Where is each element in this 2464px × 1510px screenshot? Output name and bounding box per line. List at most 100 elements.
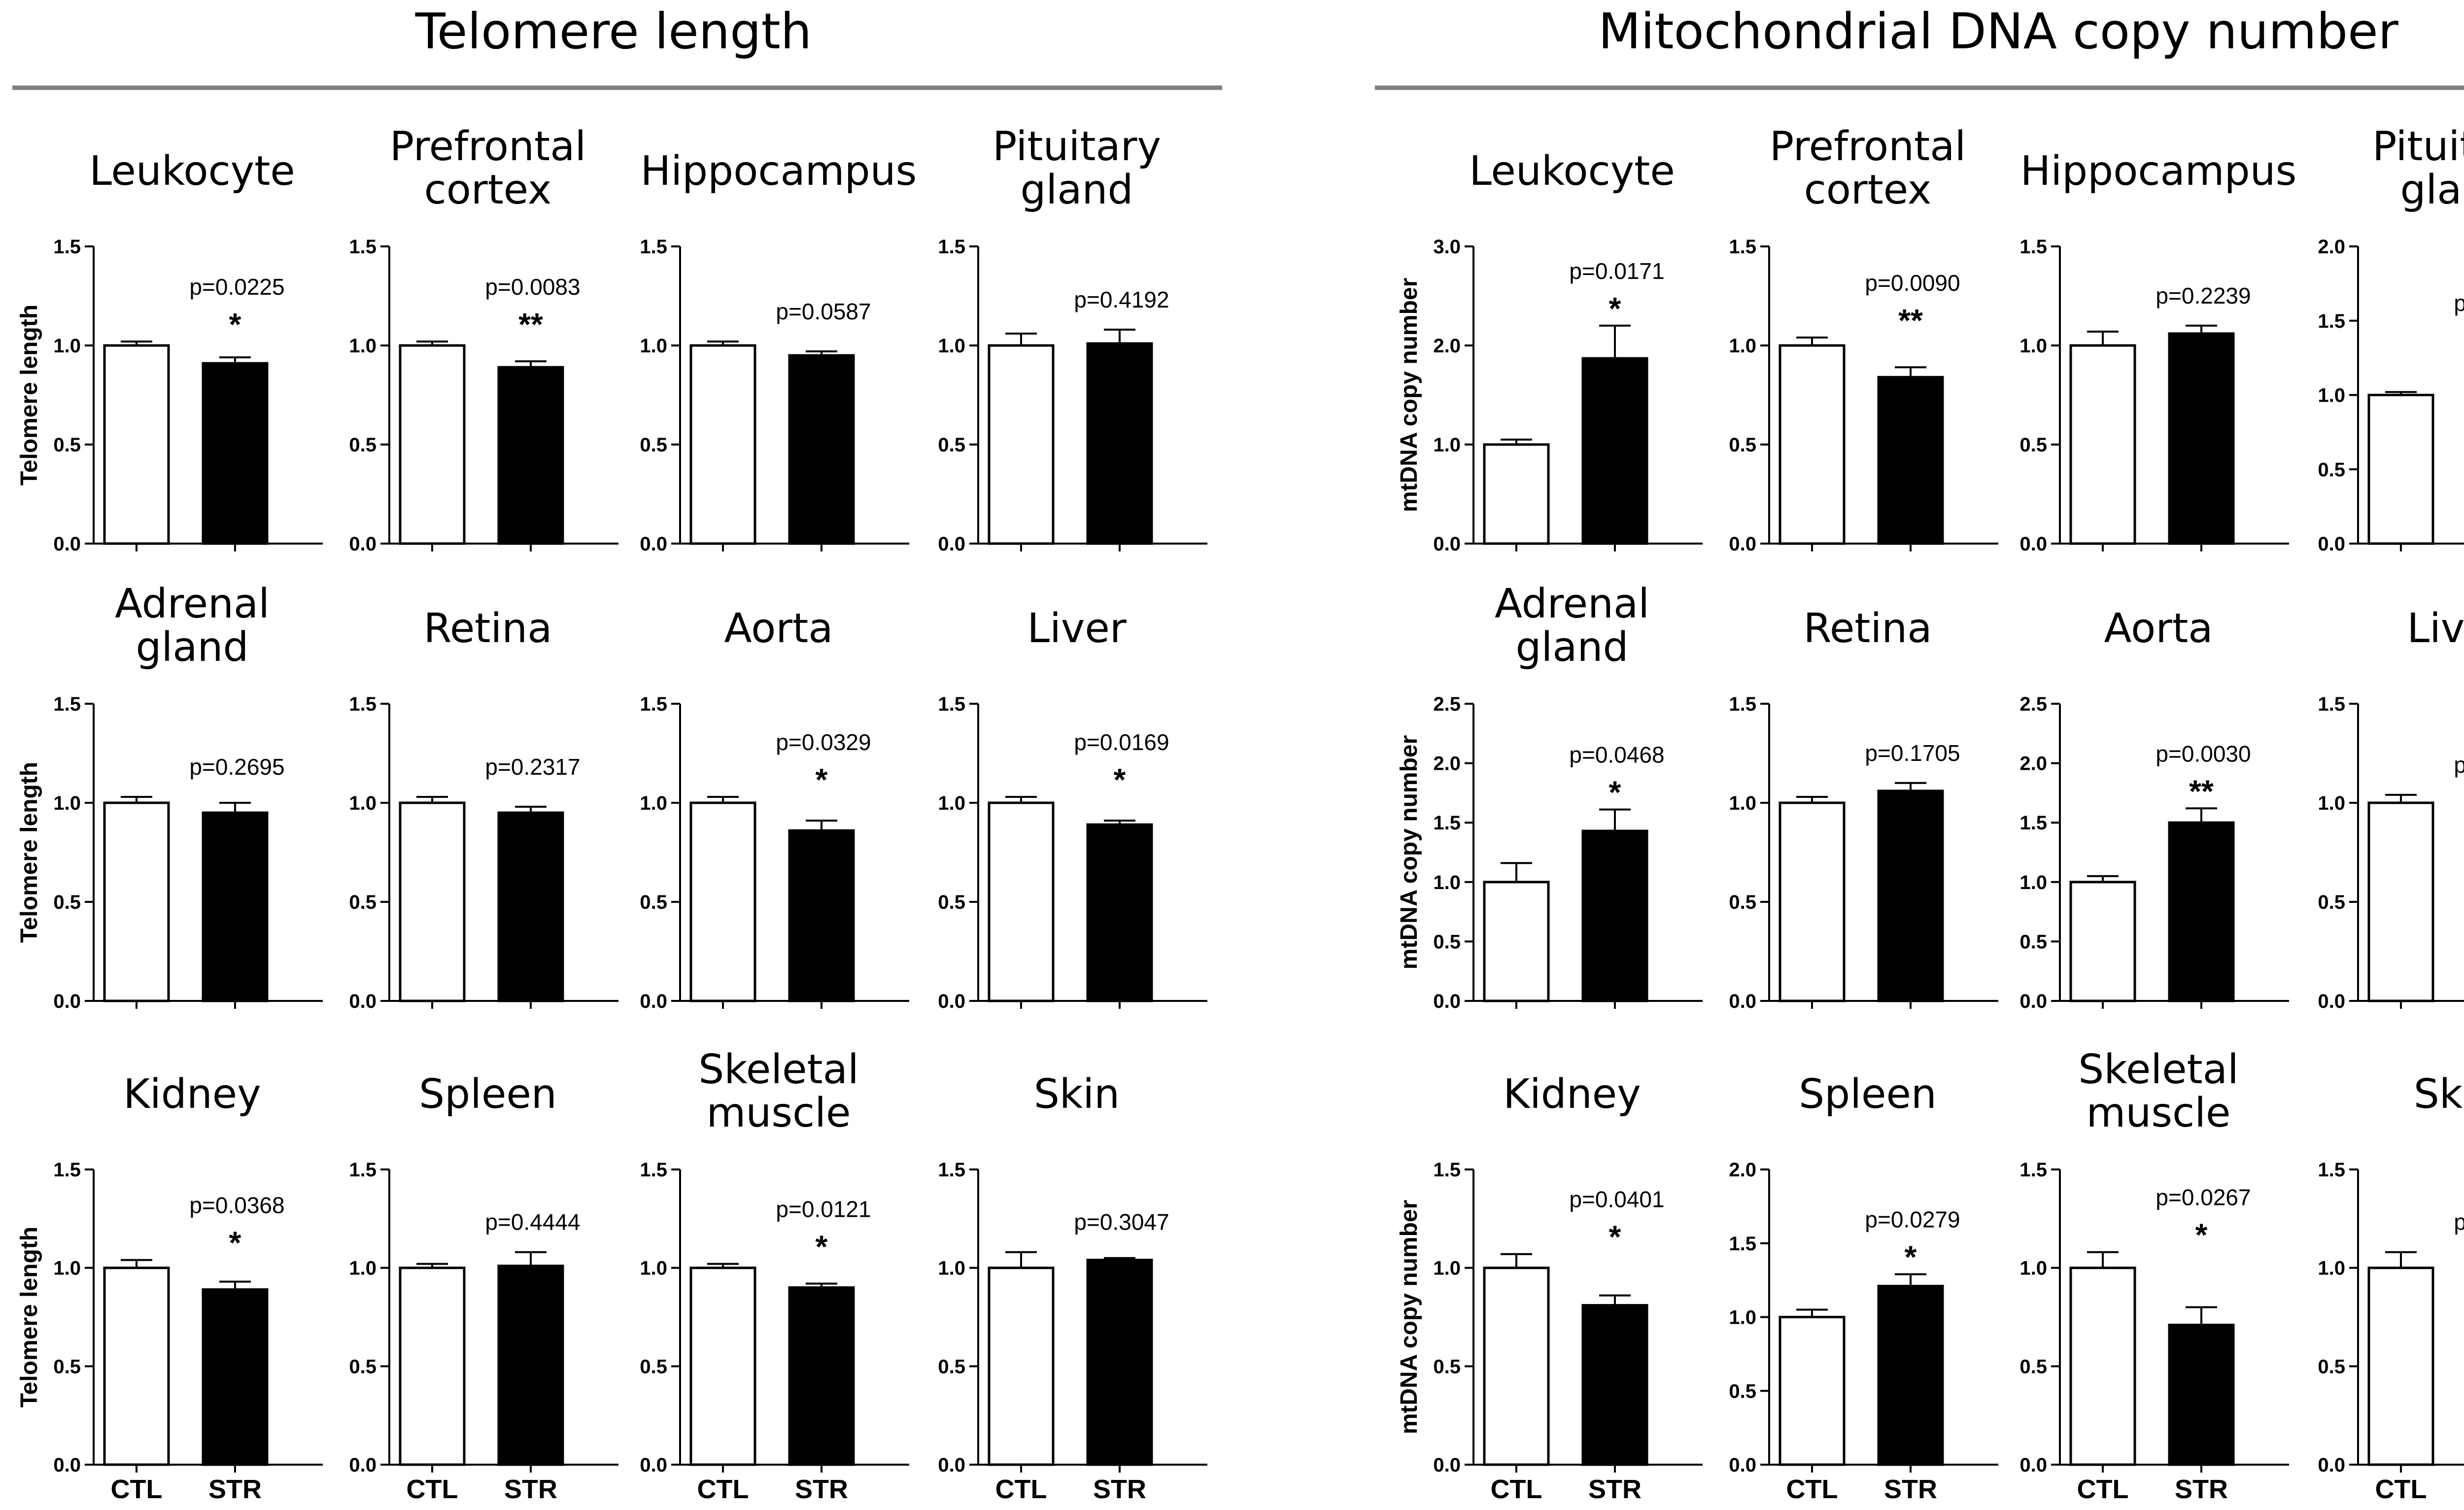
panel-telomere-liver: Liver 0.0 0.5 1.0 1.5 p=0.0169 * <box>938 605 1207 1012</box>
bar-str <box>497 366 564 545</box>
y-tick-label: 1.0 <box>2019 335 2047 357</box>
panel-telomere-aorta: Aorta 0.0 0.5 1.0 1.5 p=0.0329 * <box>640 605 909 1012</box>
significance-marker: * <box>1114 762 1126 797</box>
bar-ctl <box>399 344 466 545</box>
bar-str <box>1877 1285 1944 1466</box>
x-category-label: CTL <box>407 1475 458 1504</box>
panel-title-telomere-adrenal-gland-line1: Adrenal <box>115 581 270 627</box>
panel-title-mtdna-liver-line1: Liver <box>2407 605 2464 652</box>
x-category-label: STR <box>2175 1475 2228 1504</box>
y-tick-label: 0.5 <box>1729 1380 1756 1402</box>
p-value-label: p=0.2695 <box>189 754 284 780</box>
y-axis-label: mtDNA copy number <box>1396 1200 1422 1435</box>
panel-title-telomere-prefrontal-cortex-line2: cortex <box>424 167 552 213</box>
panel-title-telomere-kidney-line1: Kidney <box>123 1071 261 1118</box>
p-value-label: p=0.3047 <box>1074 1209 1169 1235</box>
p-value-label: p=0.0030 <box>2156 741 2251 766</box>
bar-ctl <box>689 801 756 1002</box>
bar-ctl <box>689 1267 756 1466</box>
bar-str <box>1581 829 1648 1002</box>
bar-str <box>1086 1259 1153 1466</box>
y-tick-label: 0.0 <box>53 533 81 555</box>
y-tick-label: 2.5 <box>1433 693 1461 715</box>
y-tick-label: 1.0 <box>349 335 376 357</box>
y-tick-label: 2.0 <box>2019 753 2047 775</box>
panel-title-telomere-skeletal-muscle-line2: muscle <box>707 1090 851 1136</box>
bar-ctl <box>2367 801 2434 1002</box>
y-tick-label: 1.0 <box>2318 1258 2345 1279</box>
y-tick-label: 1.5 <box>2019 812 2047 834</box>
p-value-label: p=0.4192 <box>1074 287 1169 312</box>
x-category-label: STR <box>504 1475 557 1504</box>
y-tick-label: 0.5 <box>2019 1356 2047 1377</box>
bar-str <box>788 1286 855 1466</box>
bar-ctl <box>2069 344 2136 545</box>
bar-str <box>2168 821 2235 1002</box>
y-tick-label: 1.5 <box>349 1159 376 1181</box>
y-tick-label: 0.0 <box>938 533 965 555</box>
y-tick-label: 2.0 <box>2318 236 2345 258</box>
y-tick-label: 1.5 <box>640 1159 667 1181</box>
bar-str <box>1086 342 1153 545</box>
y-tick-label: 1.5 <box>1729 1233 1756 1255</box>
y-tick-label: 0.0 <box>2019 991 2047 1012</box>
y-tick-label: 1.5 <box>2019 236 2047 258</box>
panel-title-telomere-skin-line1: Skin <box>1034 1071 1120 1118</box>
bar-ctl <box>1483 1267 1550 1466</box>
p-value-label: p=0.0731 <box>2454 752 2464 778</box>
y-tick-label: 0.5 <box>349 1356 376 1377</box>
bar-str <box>788 829 855 1002</box>
bar-str <box>1581 1304 1648 1466</box>
panel-title-telomere-aorta-line1: Aorta <box>724 605 833 652</box>
p-value-label: p=0.2317 <box>485 754 580 780</box>
y-tick-label: 0.5 <box>349 892 376 913</box>
y-tick-label: 0.5 <box>938 1356 965 1377</box>
y-tick-label: 1.0 <box>1729 1307 1756 1329</box>
bar-ctl <box>1483 881 1550 1002</box>
p-value-label: p=0.0329 <box>776 729 871 755</box>
panel-telomere-leukocyte: Leukocyte 0.0 0.5 1.0 1.5 Telomere length p=0.… <box>16 148 323 555</box>
y-tick-label: 0.5 <box>1433 1356 1461 1377</box>
p-value-label: p=0.0587 <box>776 299 871 324</box>
y-tick-label: 0.0 <box>2019 1454 2047 1476</box>
y-tick-label: 3.0 <box>1433 236 1461 258</box>
y-tick-label: 0.0 <box>2318 533 2345 555</box>
significance-marker: * <box>229 1225 241 1261</box>
panel-title-mtdna-hippocampus-line1: Hippocampus <box>2020 148 2297 195</box>
y-tick-label: 2.0 <box>1433 335 1461 357</box>
panel-telomere-hippocampus: Hippocampus 0.0 0.5 1.0 1.5 p=0.0587 <box>640 148 917 555</box>
y-tick-label: 1.0 <box>1729 792 1756 814</box>
x-category-label: CTL <box>2375 1475 2427 1504</box>
y-tick-label: 0.0 <box>1729 533 1756 555</box>
y-tick-label: 1.5 <box>938 693 965 715</box>
bar-str <box>2168 332 2235 545</box>
bar-ctl <box>2367 394 2434 545</box>
y-tick-label: 1.0 <box>1433 1258 1461 1279</box>
panel-title-mtdna-skeletal-muscle-line1: Skeletal <box>2078 1046 2238 1093</box>
p-value-label: p=0.0225 <box>189 274 284 300</box>
panel-title-mtdna-prefrontal-cortex-line2: cortex <box>1804 167 1932 213</box>
y-tick-label: 1.5 <box>53 236 81 258</box>
bar-ctl <box>2069 881 2136 1002</box>
y-tick-label: 0.0 <box>349 1454 376 1476</box>
panel-mtdna-aorta: Aorta 0.0 0.5 1.0 1.5 2.0 2.5 p=0.0030 ** <box>2019 605 2289 1012</box>
y-tick-label: 0.5 <box>349 434 376 456</box>
y-tick-label: 1.0 <box>938 792 965 814</box>
panel-title-telomere-pituitary-gland-line1: Pituitary <box>992 123 1161 170</box>
bar-str <box>497 1265 564 1466</box>
y-tick-label: 2.0 <box>1433 753 1461 775</box>
panel-title-telomere-spleen-line1: Spleen <box>419 1071 557 1118</box>
y-axis-label: Telomere length <box>16 762 42 943</box>
bar-ctl <box>988 1267 1055 1466</box>
bar-str <box>788 354 855 545</box>
significance-marker: ** <box>2189 773 2214 809</box>
y-tick-label: 0.5 <box>2318 459 2345 480</box>
panel-title-telomere-hippocampus-line1: Hippocampus <box>641 148 917 195</box>
y-tick-label: 1.0 <box>938 335 965 357</box>
significance-marker: * <box>229 307 241 342</box>
y-tick-label: 0.0 <box>53 991 81 1012</box>
